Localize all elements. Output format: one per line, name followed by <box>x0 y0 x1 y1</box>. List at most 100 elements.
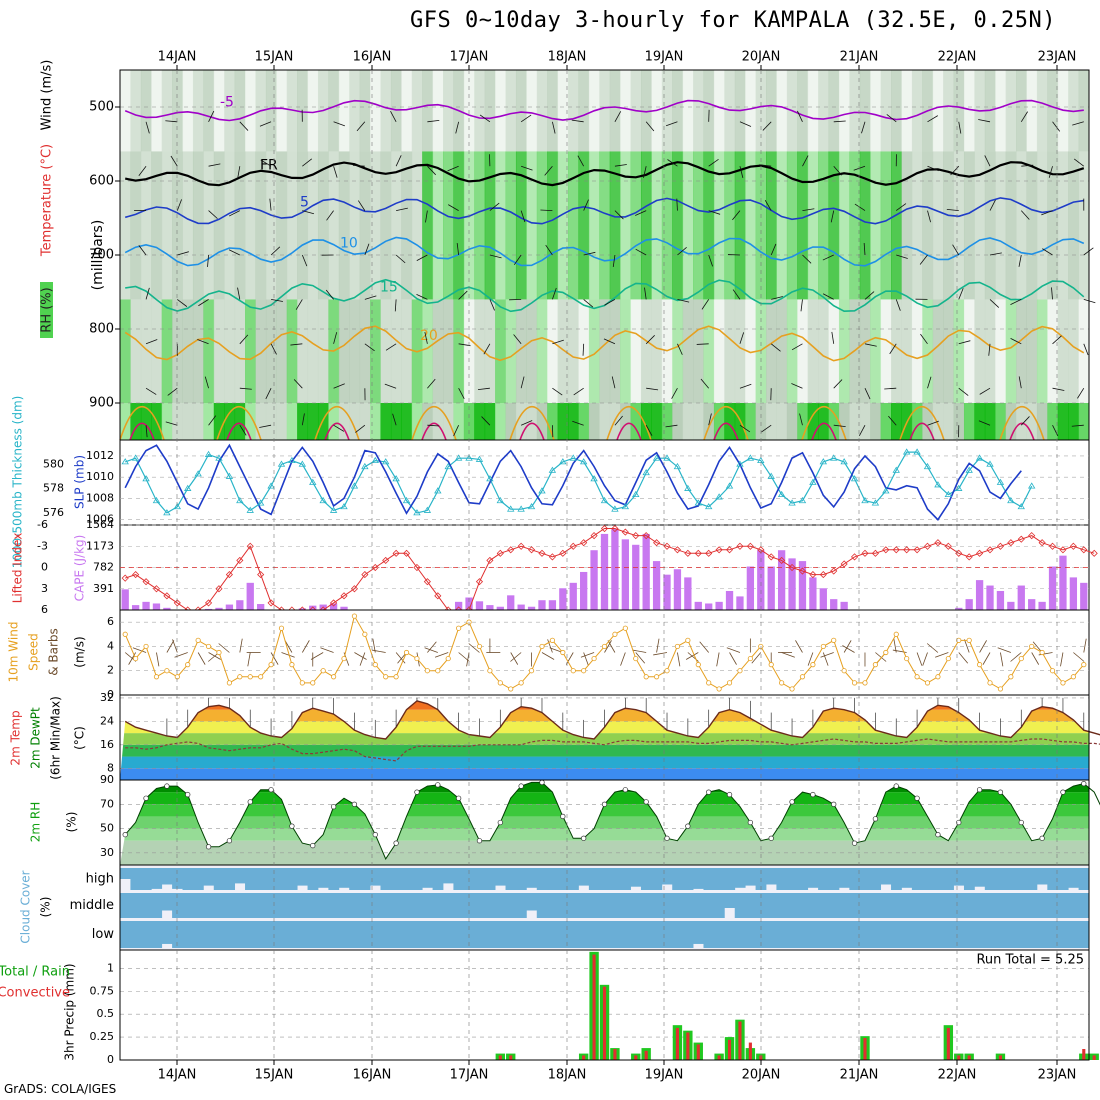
rh-cell-upper <box>578 151 590 300</box>
upper-wind-barb <box>302 210 315 215</box>
cloud-low-cell <box>891 921 902 948</box>
lifted-index-point <box>965 553 973 561</box>
cloud-high-cell <box>453 868 465 890</box>
rh-cell-low <box>745 403 757 440</box>
cloud-high-cell <box>213 868 225 890</box>
rh-cell-mid <box>317 299 329 403</box>
upper-wind-barb <box>394 299 397 312</box>
cloud-middle-cell <box>1078 893 1090 918</box>
rh-point <box>393 840 399 846</box>
cloud-middle-cell <box>1036 893 1048 918</box>
cape-bar <box>1038 601 1046 610</box>
cape-bar <box>965 599 973 610</box>
rh-cell-top <box>1026 70 1038 152</box>
rh-cell-mid <box>265 299 277 403</box>
cloud-high-cell <box>1036 868 1048 885</box>
cloud-low-cell <box>526 921 538 948</box>
warm-contour <box>509 406 555 441</box>
rh-cell-top <box>797 70 809 152</box>
upper-wind-barb <box>260 159 272 167</box>
thickness-tick-label: 580 <box>43 457 64 470</box>
upper-wind-barb <box>228 249 240 256</box>
wind-speed-point <box>601 643 608 650</box>
lifted-index-point <box>142 578 150 586</box>
warm-contour <box>801 406 847 441</box>
lifted-index-point <box>517 542 525 550</box>
cloud-low-cell <box>984 921 996 948</box>
upper-wind-barb <box>395 155 402 167</box>
lifted-index-point <box>1017 535 1025 543</box>
precip-tick-label: 0.75 <box>90 984 115 997</box>
date-label-top: 14JAN <box>158 50 197 65</box>
rh-cell-upper <box>849 151 861 300</box>
cloud-high-cell <box>557 868 569 890</box>
precip-convective-bar <box>592 954 596 1060</box>
cloud-middle-cell <box>766 893 777 918</box>
rh-cell-mid <box>338 299 350 403</box>
lifted-index-point <box>788 563 796 572</box>
lifted-index-point <box>600 524 609 533</box>
cloud-high-cell <box>192 868 204 890</box>
rh-point <box>935 831 941 838</box>
rh-cell-low <box>1047 403 1059 440</box>
rh-cell-mid <box>161 299 173 403</box>
rh-cell-mid <box>828 299 840 403</box>
wind-speed-point <box>706 680 712 686</box>
rh-tick-label: 70 <box>100 797 114 810</box>
cloud-low-cell <box>724 921 736 948</box>
rh-point <box>622 787 628 793</box>
wind-speed-point <box>935 674 941 680</box>
upper-wind-barb <box>177 251 189 256</box>
upper-wind-barb <box>520 210 526 223</box>
wind-speed-point <box>320 668 326 674</box>
wind-speed-point <box>445 655 451 662</box>
precip-convective-bar <box>644 1050 648 1060</box>
precip-convective-bar <box>1082 1049 1086 1060</box>
cloud-high-cell <box>515 868 527 890</box>
cloud-middle-cell <box>297 893 308 918</box>
wind-speed-point <box>362 631 368 637</box>
upper-wind-barb <box>165 120 178 123</box>
cloud-low-cell <box>1026 921 1038 948</box>
upper-wind-barb <box>614 164 627 167</box>
rh-cell-low <box>140 403 152 440</box>
upper-wind-barb <box>197 339 209 345</box>
rh-cell-upper <box>963 151 975 300</box>
lifted-index-point <box>871 549 879 557</box>
cloud-high-cell <box>630 868 642 887</box>
cloud-low-cell <box>870 921 882 948</box>
cloud-high-cell <box>297 868 308 886</box>
cape-bar <box>705 603 713 610</box>
wind-speed-point <box>862 680 868 686</box>
thickness-point <box>663 454 671 461</box>
surface-wind-barb <box>284 640 293 653</box>
upper-wind-barb <box>145 339 158 345</box>
cloud-low-cell <box>568 921 579 948</box>
thickness-tick-label: 576 <box>43 506 64 519</box>
thickness-point <box>840 458 848 465</box>
cloud-high-cell <box>766 868 777 885</box>
upper-wind-barb <box>453 425 459 437</box>
rh-point <box>310 842 316 849</box>
surface-wind-barb <box>359 652 366 666</box>
thickness-point <box>798 496 807 504</box>
rh-cell-mid <box>922 299 934 403</box>
upper-wind-barb <box>520 114 532 123</box>
precip-convective-bar <box>717 1055 721 1060</box>
thickness-point <box>361 462 369 470</box>
upper-wind-barb <box>583 199 589 211</box>
rh-cell-low <box>463 403 475 440</box>
lifted-index-point <box>507 546 515 554</box>
cloud-middle-cell <box>943 893 954 918</box>
cloud-middle-cell <box>547 893 559 918</box>
cape-bar <box>569 582 577 610</box>
rh-point <box>497 819 503 826</box>
cloud-middle-cell <box>818 893 829 918</box>
rh-point <box>685 823 691 829</box>
surface-wind-barb <box>979 640 987 653</box>
cloud-middle-cell <box>745 893 756 918</box>
cape-bar <box>236 600 244 610</box>
lifted-index-point <box>434 592 442 600</box>
surface-wind-barb <box>656 638 660 653</box>
thickness-point <box>788 499 796 506</box>
